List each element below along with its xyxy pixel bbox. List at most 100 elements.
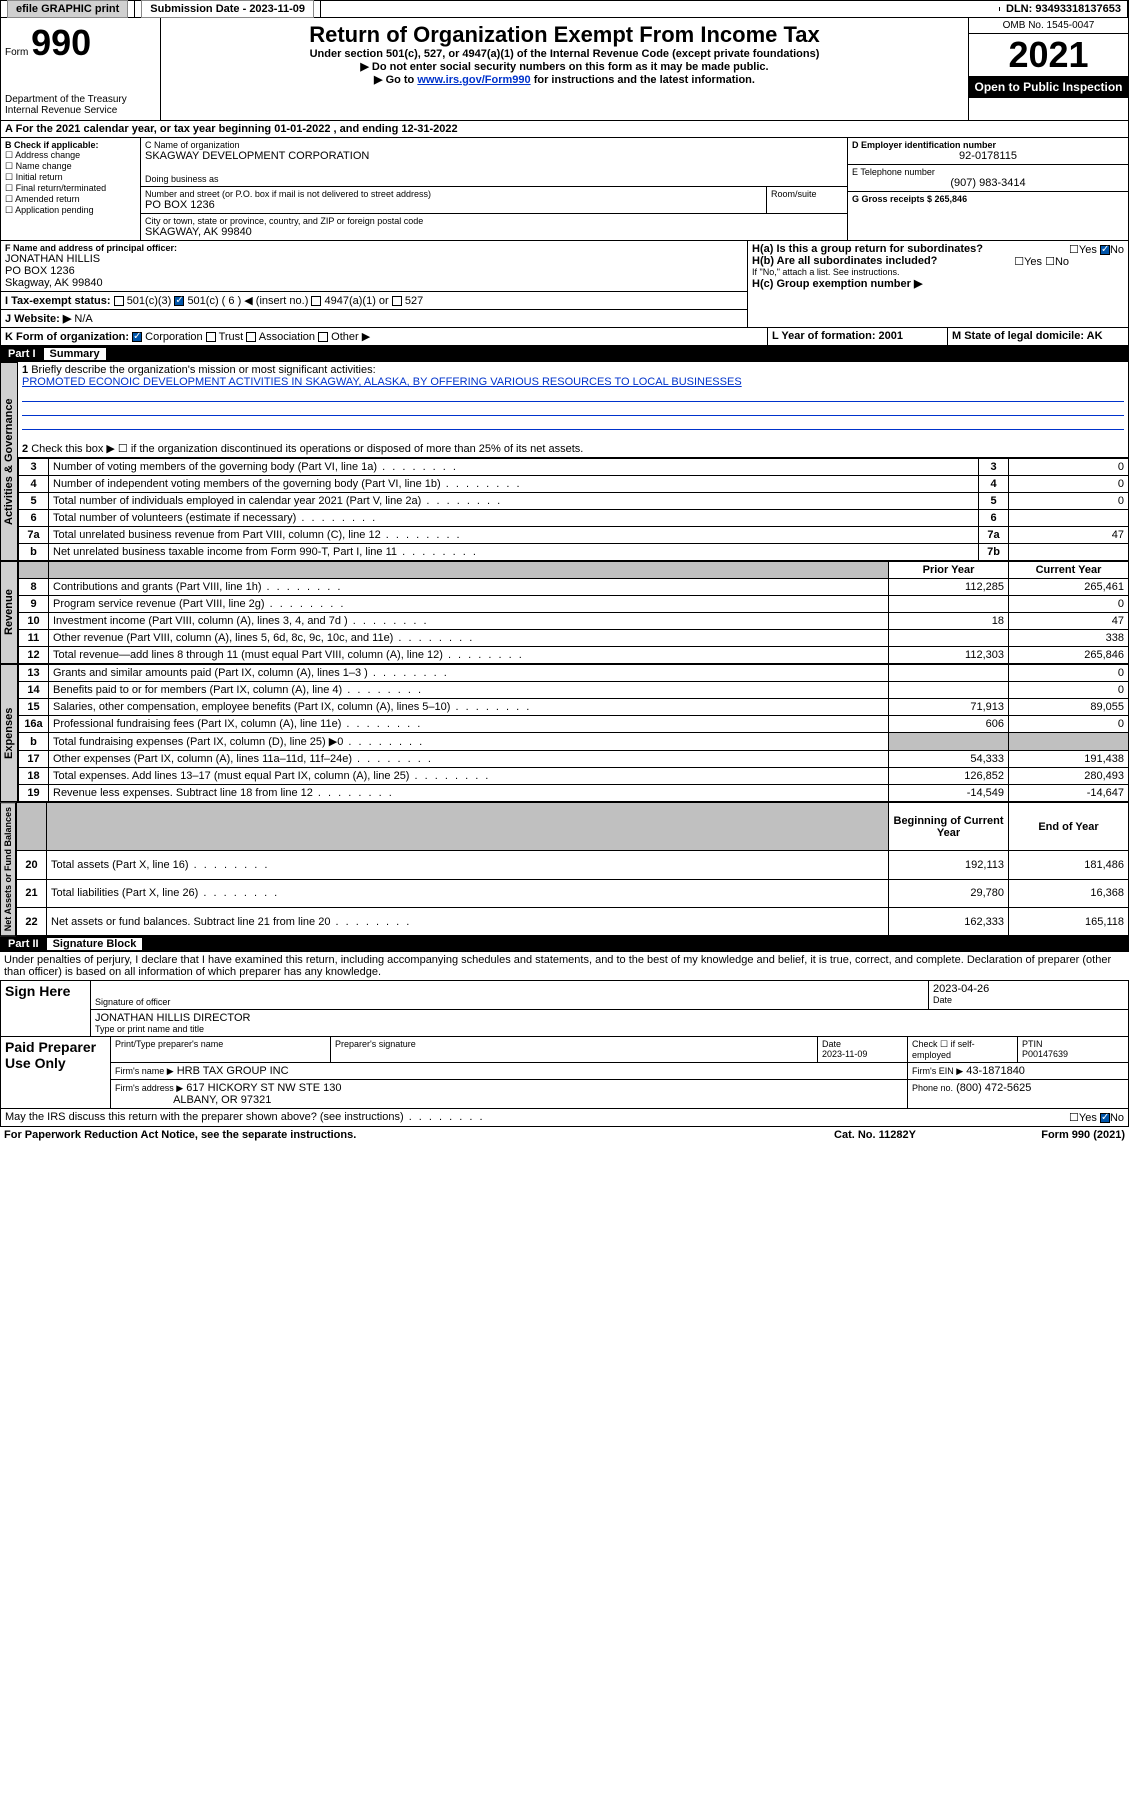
topbar: efile GRAPHIC print Submission Date - 20… [0,0,1129,18]
i-501c3-check[interactable] [114,296,124,306]
vlabel-netassets: Net Assets or Fund Balances [0,802,16,936]
officer-addr2: Skagway, AK 99840 [5,277,743,289]
sig-date-label: Date [933,995,1124,1005]
form-header: Form 990 Department of the Treasury Inte… [0,18,1129,121]
ha-label: H(a) Is this a group return for subordin… [752,243,1124,255]
firm-name: HRB TAX GROUP INC [177,1065,289,1077]
mission-text: PROMOTED ECONOIC DEVELOPMENT ACTIVITIES … [22,376,742,388]
firm-phone: (800) 472-5625 [956,1082,1031,1094]
website: N/A [74,313,92,325]
i-527: 527 [405,295,423,307]
i-527-check[interactable] [392,296,402,306]
p-name-label: Print/Type preparer's name [111,1037,331,1062]
i-label: I Tax-exempt status: [5,295,111,307]
m-state: M State of legal domicile: AK [948,328,1128,345]
b-pending: ☐ Application pending [5,205,136,216]
b-final: ☐ Final return/terminated [5,183,136,194]
part2-header: Part IISignature Block [0,936,1129,952]
b-addr-change: ☐ Address change [5,150,136,161]
type-name-label: Type or print name and title [95,1024,1124,1034]
ein: 92-0178115 [852,150,1124,162]
i-501c-check[interactable] [174,296,184,306]
org-address: PO BOX 1236 [145,199,762,211]
firm-ein-label: Firm's EIN ▶ [912,1066,963,1076]
line1-label: Briefly describe the organization's miss… [31,364,375,376]
hb-note: If "No," attach a list. See instructions… [752,267,1124,277]
city-label: City or town, state or province, country… [145,216,843,226]
org-name: SKAGWAY DEVELOPMENT CORPORATION [145,150,843,162]
subtitle-3-pre: ▶ Go to [374,74,417,86]
b-initial: ☐ Initial return [5,172,136,183]
form-number: 990 [31,22,91,63]
expenses-table: 13Grants and similar amounts paid (Part … [18,664,1129,802]
k-trust-check[interactable] [206,332,216,342]
klm-block: K Form of organization: Corporation Trus… [0,328,1129,346]
j-label: J Website: ▶ [5,313,71,325]
vlabel-expenses: Expenses [0,664,18,802]
discuss-no-check[interactable] [1100,1113,1110,1123]
p-check: Check ☐ if self-employed [908,1037,1018,1062]
k-corp: Corporation [145,331,202,343]
k-other-check[interactable] [318,332,328,342]
paid-preparer-block: Paid Preparer Use Only Print/Type prepar… [0,1037,1129,1109]
officer-name: JONATHAN HILLIS [5,253,743,265]
revenue-table: Prior YearCurrent Year8Contributions and… [18,561,1129,664]
discuss-line: May the IRS discuss this return with the… [0,1109,1129,1127]
vlabel-revenue: Revenue [0,561,18,664]
firm-addr1: 617 HICKORY ST NW STE 130 [186,1082,341,1094]
subtitle-2: ▶ Do not enter social security numbers o… [165,60,964,73]
subtitle-3-post: for instructions and the latest informat… [534,74,755,86]
p-sig-label: Preparer's signature [331,1037,818,1062]
officer-name-title: JONATHAN HILLIS DIRECTOR [95,1012,1124,1024]
k-other: Other ▶ [331,331,370,343]
cat-no: Cat. No. 11282Y [775,1129,975,1141]
sign-here-label: Sign Here [1,981,91,1036]
b-label: B Check if applicable: [5,140,136,150]
phone-label: Phone no. [912,1083,953,1093]
firm-addr-label: Firm's address ▶ [115,1083,183,1093]
line2: Check this box ▶ ☐ if the organization d… [31,443,583,455]
dept-treasury: Department of the Treasury [5,94,156,105]
omb-number: OMB No. 1545-0047 [969,18,1128,34]
e-label: E Telephone number [852,167,1124,177]
k-assoc-check[interactable] [246,332,256,342]
room-label: Room/suite [771,189,843,199]
footer: For Paperwork Reduction Act Notice, see … [0,1127,1129,1143]
paperwork-notice: For Paperwork Reduction Act Notice, see … [4,1129,775,1141]
b-amended: ☐ Amended return [5,194,136,205]
p-date: 2023-11-09 [822,1049,867,1059]
dba-label: Doing business as [145,174,843,184]
sign-here-block: Sign Here Signature of officer 2023-04-2… [0,980,1129,1037]
efile-button[interactable]: efile GRAPHIC print [7,0,128,18]
form-footer: Form 990 (2021) [975,1129,1125,1141]
addr-label: Number and street (or P.O. box if mail i… [145,189,762,199]
firm-addr2: ALBANY, OR 97321 [173,1094,271,1106]
open-public: Open to Public Inspection [969,76,1128,98]
ag-table: 3Number of voting members of the governi… [18,458,1129,561]
d-label: D Employer identification number [852,140,1124,150]
tax-year: 2021 [969,34,1128,76]
k-corp-check[interactable] [132,332,142,342]
firm-ein: 43-1871840 [966,1065,1025,1077]
penalty-text: Under penalties of perjury, I declare th… [0,952,1129,980]
hb-label: H(b) Are all subordinates included? ☐Yes… [752,255,1124,267]
sig-officer-label: Signature of officer [95,997,924,1007]
i-4947-check[interactable] [311,296,321,306]
form-title: Return of Organization Exempt From Incom… [165,22,964,48]
phone: (907) 983-3414 [852,177,1124,189]
i-501c3: 501(c)(3) [127,295,172,307]
officer-addr1: PO BOX 1236 [5,265,743,277]
ptin: P00147639 [1022,1049,1068,1059]
l-year: L Year of formation: 2001 [768,328,948,345]
identity-block: B Check if applicable: ☐ Address change … [0,138,1129,241]
hc-label: H(c) Group exemption number ▶ [752,277,1124,290]
vlabel-activities: Activities & Governance [0,362,18,561]
org-city: SKAGWAY, AK 99840 [145,226,843,238]
paid-preparer-label: Paid Preparer Use Only [1,1037,111,1108]
ptin-label: PTIN [1022,1039,1043,1049]
i-4947: 4947(a)(1) or [325,295,389,307]
subtitle-1: Under section 501(c), 527, or 4947(a)(1)… [165,48,964,60]
k-assoc: Association [259,331,315,343]
irs-link[interactable]: www.irs.gov/Form990 [417,74,530,86]
ha-no-check[interactable] [1100,245,1110,255]
